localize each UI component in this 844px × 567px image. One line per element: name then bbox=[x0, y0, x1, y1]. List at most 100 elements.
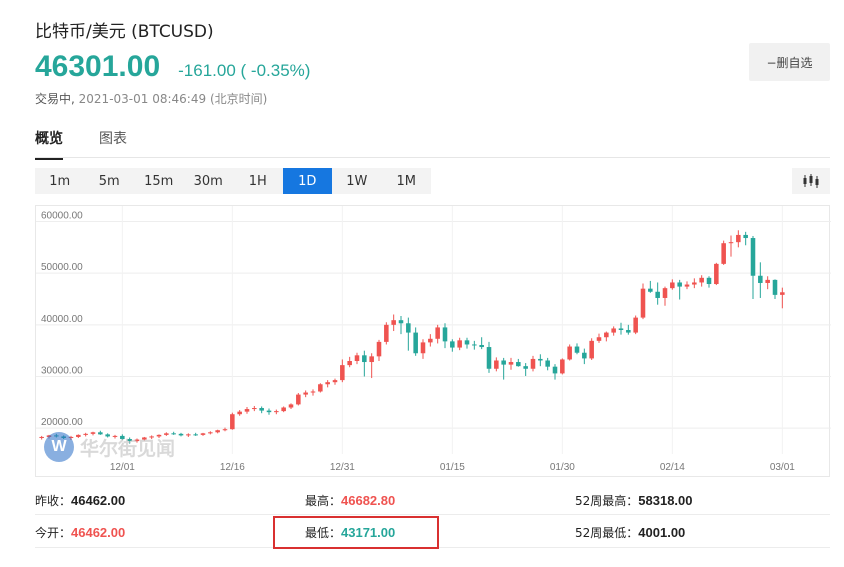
candle-body bbox=[252, 408, 257, 410]
period-1d[interactable]: 1D bbox=[282, 168, 332, 194]
candle-body bbox=[354, 355, 360, 361]
candle-body bbox=[420, 342, 426, 354]
candle-body bbox=[274, 411, 279, 413]
candle-body bbox=[479, 344, 484, 348]
candle-body bbox=[552, 366, 558, 374]
candle-body bbox=[530, 358, 536, 369]
stat-low: 最低：43171.00 bbox=[305, 524, 395, 541]
candle-body bbox=[230, 414, 235, 430]
candle-body bbox=[222, 429, 228, 431]
highlight-annotation bbox=[273, 516, 439, 549]
stat-label: 今开： bbox=[35, 526, 72, 540]
stat-value: 46462.00 bbox=[71, 493, 126, 508]
stat-52w-high: 52周最高：58318.00 bbox=[575, 492, 693, 509]
watermark-text: 华尔街见闻 bbox=[80, 437, 176, 460]
candle-body bbox=[714, 263, 719, 285]
candle-body bbox=[369, 356, 374, 363]
candle-body bbox=[699, 277, 704, 283]
timezone: (北京时间) bbox=[209, 92, 268, 106]
period-1h[interactable]: 1H bbox=[248, 173, 267, 189]
x-tick-label: 01/30 bbox=[550, 462, 575, 473]
candle-body bbox=[442, 327, 448, 342]
period-15m[interactable]: 15m bbox=[144, 173, 174, 189]
stat-high: 最高：46682.80 bbox=[305, 492, 395, 509]
x-tick-label: 03/01 bbox=[770, 462, 795, 473]
stat-label: 52周最低： bbox=[575, 526, 639, 540]
stat-value: 43171.00 bbox=[341, 525, 396, 540]
candle-body bbox=[112, 435, 118, 437]
stat-label: 昨收： bbox=[35, 494, 72, 508]
x-tick-label: 01/15 bbox=[440, 462, 465, 473]
candle-body bbox=[494, 360, 499, 369]
candle-body bbox=[728, 242, 734, 244]
remove-watchlist-button[interactable]: −删自选 bbox=[749, 43, 830, 81]
price-chart[interactable]: 60000.00 50000.00 40000.00 30000.00 20000.00… bbox=[35, 205, 831, 477]
candle-body bbox=[765, 279, 770, 283]
candle-body bbox=[450, 341, 455, 348]
candle-body bbox=[706, 277, 712, 285]
watermark-logo-icon: W bbox=[44, 432, 74, 462]
candle-body bbox=[171, 433, 176, 435]
y-tick-label: 30000.00 bbox=[41, 366, 83, 377]
candle-body bbox=[178, 433, 184, 436]
candle-body bbox=[215, 430, 220, 433]
tab-chart[interactable]: 图表 bbox=[99, 131, 127, 147]
candle-body bbox=[589, 340, 594, 359]
candle-body bbox=[318, 384, 323, 392]
tab-bar: 概览 图表 bbox=[35, 128, 163, 160]
candle-body bbox=[362, 355, 367, 363]
candle-body bbox=[120, 435, 125, 440]
candle-body bbox=[83, 433, 88, 435]
candle-body bbox=[758, 275, 763, 283]
instrument-title: 比特币/美元 (BTCUSD) bbox=[35, 22, 214, 42]
watermark: W 华尔街见闻 bbox=[44, 432, 175, 462]
candle-body bbox=[281, 407, 286, 412]
candle-body bbox=[538, 358, 543, 361]
candle-body bbox=[310, 391, 316, 393]
period-1w[interactable]: 1W bbox=[346, 173, 368, 189]
chart-type-button[interactable] bbox=[792, 168, 830, 194]
candle-body bbox=[435, 327, 440, 339]
candle-body bbox=[457, 340, 462, 348]
stat-value: 46462.00 bbox=[71, 525, 126, 540]
tab-overview[interactable]: 概览 bbox=[35, 128, 63, 160]
candle-body bbox=[384, 324, 389, 342]
candle-body bbox=[406, 323, 411, 333]
candle-body bbox=[428, 338, 433, 343]
candle-body bbox=[684, 284, 690, 287]
candle-body bbox=[626, 330, 631, 333]
period-5m[interactable]: 5m bbox=[98, 173, 120, 189]
candle-body bbox=[677, 282, 682, 287]
candle-body bbox=[149, 436, 154, 438]
candle-body bbox=[186, 434, 191, 436]
stat-label: 最低： bbox=[305, 526, 342, 540]
candle-body bbox=[303, 392, 308, 395]
candle-body bbox=[391, 320, 396, 325]
period-30m[interactable]: 30m bbox=[193, 173, 223, 189]
stat-open: 今开：46462.00 bbox=[35, 524, 125, 541]
price-row: 46301.00 -161.00 ( -0.35%) bbox=[35, 50, 310, 84]
x-tick-label: 12/31 bbox=[330, 462, 355, 473]
stats-divider bbox=[35, 514, 830, 515]
x-tick-label: 12/16 bbox=[220, 462, 245, 473]
period-1m[interactable]: 1m bbox=[49, 173, 71, 189]
candle-body bbox=[76, 434, 81, 437]
candle-body bbox=[567, 346, 572, 360]
period-1mo[interactable]: 1M bbox=[396, 173, 417, 189]
timestamp: 2021-03-01 08:46:49 bbox=[78, 92, 207, 106]
candle-body bbox=[780, 292, 785, 295]
candle-body bbox=[464, 340, 470, 345]
x-tick-label: 12/01 bbox=[110, 462, 135, 473]
candle-body bbox=[332, 380, 338, 383]
candle-body bbox=[736, 234, 741, 243]
candle-body bbox=[604, 332, 609, 338]
candle-body bbox=[611, 328, 616, 333]
candle-body bbox=[193, 434, 198, 436]
candle-body bbox=[516, 362, 521, 367]
candle-body bbox=[237, 411, 242, 415]
trade-status: 交易中, 2021-03-01 08:46:49 (北京时间) bbox=[35, 90, 267, 107]
candle-body bbox=[560, 359, 565, 374]
candlestick-icon bbox=[803, 174, 819, 188]
candle-body bbox=[655, 291, 660, 298]
candle-body bbox=[662, 288, 668, 298]
